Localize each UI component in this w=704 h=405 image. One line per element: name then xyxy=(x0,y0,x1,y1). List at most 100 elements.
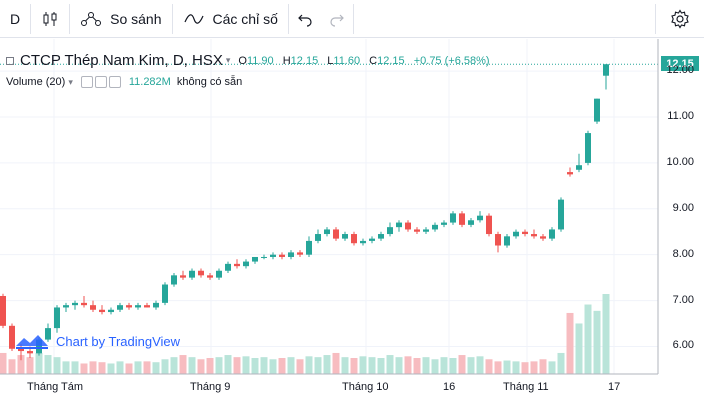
candle-body xyxy=(234,263,240,267)
candle-body xyxy=(558,199,564,230)
chevron-down-icon[interactable]: ▾ xyxy=(68,76,73,87)
volume-bar xyxy=(233,357,241,374)
x-tick-label: Tháng 11 xyxy=(503,381,549,393)
indicators-icon xyxy=(183,13,204,24)
volume-bar xyxy=(584,304,592,374)
gear-icon[interactable] xyxy=(94,76,107,88)
volume-bar xyxy=(0,352,7,374)
interval-button[interactable]: D xyxy=(0,0,30,38)
toolbar-divider xyxy=(655,3,656,34)
candle-body xyxy=(261,256,267,258)
volume-bar xyxy=(116,361,124,374)
volume-bar xyxy=(278,358,286,374)
volume-bar xyxy=(251,358,259,374)
volume-bar xyxy=(269,359,277,374)
candle-body xyxy=(540,236,546,239)
volume-na-text: không có sẵn xyxy=(176,76,243,88)
undo-icon xyxy=(298,14,312,27)
volume-bar xyxy=(494,361,502,374)
candle-body xyxy=(189,270,195,278)
top-toolbar: D So sánh Các chỉ số xyxy=(0,0,704,38)
high-value: 12.15 xyxy=(290,54,319,67)
open-value: 11.90 xyxy=(246,54,274,67)
volume-bar xyxy=(35,352,43,374)
close-value: 12.15 xyxy=(377,54,405,67)
toolbar-divider xyxy=(69,3,71,34)
candle-body xyxy=(117,305,123,310)
x-tick-label: 17 xyxy=(608,381,621,393)
volume-bar xyxy=(449,358,457,374)
symbol-title[interactable]: CTCP Thép Nam Kim, D, HSX xyxy=(20,52,223,69)
candle-body xyxy=(108,309,114,313)
collapse-icon[interactable] xyxy=(6,56,14,65)
volume-bar xyxy=(458,355,466,374)
settings-button[interactable] xyxy=(656,0,704,38)
candle-body xyxy=(126,305,132,308)
candle-body xyxy=(27,351,33,354)
eye-icon[interactable] xyxy=(80,76,93,88)
candle-body xyxy=(315,234,321,241)
candle-body xyxy=(171,275,177,285)
chevron-down-icon[interactable]: ▾ xyxy=(225,55,231,65)
candles xyxy=(0,64,609,361)
volume-bar xyxy=(539,359,547,374)
candle-body xyxy=(45,328,51,340)
compare-icon xyxy=(81,11,102,26)
candle-body xyxy=(441,222,447,225)
candle-body xyxy=(414,229,420,232)
volume-bar xyxy=(170,357,178,374)
volume-bar xyxy=(530,361,538,374)
price-chart[interactable] xyxy=(0,39,704,405)
volume-bar xyxy=(413,358,421,374)
volume-bar xyxy=(323,355,331,374)
candles-icon xyxy=(43,11,57,26)
chart-type-button[interactable] xyxy=(31,0,69,38)
volume-bar xyxy=(206,358,214,374)
volume-bar xyxy=(17,355,25,374)
tradingview-watermark[interactable]: Chart by TradingView xyxy=(14,332,180,350)
volume-bar xyxy=(152,362,160,374)
candle-body xyxy=(387,227,393,235)
high-key: H xyxy=(282,54,291,67)
candle-body xyxy=(432,224,438,230)
candle-body xyxy=(531,234,537,237)
undo-button[interactable] xyxy=(289,0,321,38)
candle-body xyxy=(162,284,168,303)
volume-bar xyxy=(341,357,349,374)
candle-body xyxy=(423,229,429,232)
candle-body xyxy=(72,302,78,306)
volume-bar xyxy=(314,357,322,374)
volume-bar xyxy=(143,361,151,374)
close-icon[interactable] xyxy=(108,76,121,88)
volume-bar xyxy=(242,356,250,374)
last-price-tag: 12.15 xyxy=(661,56,699,71)
toolbar-divider xyxy=(287,3,289,34)
candle-body xyxy=(504,236,510,246)
compare-label: So sánh xyxy=(110,10,162,27)
volume-bar xyxy=(26,357,34,374)
volume-bar xyxy=(8,359,16,374)
candle-body xyxy=(369,238,375,241)
volume-bar xyxy=(467,357,475,374)
candle-body xyxy=(396,222,402,228)
volume-bar xyxy=(197,359,205,374)
candle-body xyxy=(459,213,465,225)
grid xyxy=(0,39,658,374)
settings-icon xyxy=(671,8,689,29)
candle-body xyxy=(486,215,492,235)
volume-bar xyxy=(161,359,169,374)
volume-bar xyxy=(53,357,61,374)
redo-button[interactable] xyxy=(321,0,353,38)
volume-bar xyxy=(260,357,268,374)
redo-icon xyxy=(330,14,344,27)
candle-body xyxy=(99,309,105,313)
y-tick-label: 9.00 xyxy=(672,201,694,214)
volume-bar xyxy=(89,361,97,374)
toolbar-divider xyxy=(352,3,354,34)
compare-button[interactable]: So sánh xyxy=(70,0,171,38)
volume-bar xyxy=(566,312,574,374)
candle-body xyxy=(405,222,411,230)
volume-label[interactable]: Volume (20) xyxy=(6,76,66,88)
indicators-button[interactable]: Các chỉ số xyxy=(173,0,288,38)
volume-bar xyxy=(62,361,70,374)
